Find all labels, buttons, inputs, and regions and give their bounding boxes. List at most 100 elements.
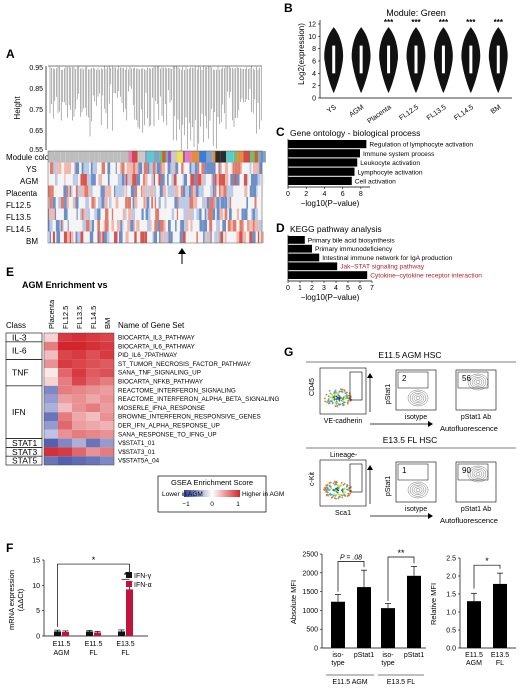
expression-cell [104,197,108,209]
expression-cell [88,185,90,197]
expression-cell [168,220,171,232]
expression-cell [164,174,168,186]
panel-label-e: E [6,265,14,279]
expression-cell [68,197,73,209]
d-term: Intestinal immune network for IgA produc… [322,255,452,262]
expression-cell [189,197,194,209]
expression-cell [150,208,153,220]
gate-event [329,481,332,484]
module-color-cell [160,151,163,163]
gsea-cell [58,333,72,342]
expression-cell [220,185,224,197]
expression-cell [159,231,161,243]
gate-event [333,397,336,399]
gate-event [337,497,340,500]
plot-caption: pStat1 Ab [461,414,491,421]
expression-cell [59,220,61,232]
gsea-cell [100,447,114,457]
panel-label-f: F [6,541,13,555]
expression-cell [215,231,218,243]
contour [411,485,425,496]
gsea-cell [86,350,100,360]
expression-cell [56,208,61,220]
gate-event [326,493,329,496]
gate-ylabel: c-Kit [309,472,316,486]
module-color-cell [117,151,121,163]
expression-cell [89,220,92,232]
e-class-label: IFN [12,407,26,417]
expression-cell [121,174,125,186]
expression-cell [209,220,213,232]
gate-event [346,394,348,396]
g1-group-label: E13.5 FL [387,679,416,686]
gate-event [340,388,342,391]
expression-cell [107,162,111,174]
expression-cell [69,174,73,186]
expression-cell [184,220,186,232]
gate-event [344,487,346,490]
expression-cell [241,185,245,197]
expression-cell [237,162,241,174]
arrow-icon [367,373,373,378]
expression-cell [184,174,188,186]
arrow-icon [428,421,433,427]
contour [415,488,421,492]
b-xtick-label: AGM [348,104,365,119]
expression-cell [214,197,217,209]
gate-label: Lineage- [330,452,358,459]
expression-cell [113,174,115,186]
expression-cell [256,197,259,209]
module-color-cell [82,151,88,163]
expression-cell [97,220,101,232]
gate-plot [319,367,367,415]
gsea-cell [58,350,72,360]
violin-box [469,45,473,74]
gate-event [334,405,337,408]
expression-cell [233,231,237,243]
expression-cell [113,208,116,220]
expression-cell [134,231,137,243]
gsea-cell [100,421,114,430]
gsea-cell [100,333,114,342]
expression-cell [188,220,191,232]
expression-cell [109,231,111,243]
expression-cell [134,185,138,197]
expression-cell [80,174,83,186]
e-gene-set: V$STAT1_01 [118,440,155,447]
expression-cell [157,231,160,243]
expression-cell [227,197,230,209]
expression-cell [140,231,145,243]
expression-cell [175,220,177,232]
expression-cell [59,185,64,197]
expression-cell [135,208,140,220]
panel-label-d: D [276,221,285,235]
gsea-cell [86,421,100,430]
expression-cell [158,174,161,186]
d-bar [288,253,320,262]
mrna-bar-chart: 0 5 10 15 E11.5 AGM E11.5 FL E13.5 FL * * IFN-γ IFN-α [32,555,151,657]
expression-cell [140,174,144,186]
expression-cell [258,197,261,209]
expression-cell [143,162,148,174]
expression-cell [114,174,118,186]
gate-event [336,401,339,403]
expression-cell [104,231,107,243]
gate-event [333,392,336,394]
module-color-cell [89,151,95,163]
expression-cell [156,185,160,197]
g1-xtick-label: type [331,660,344,667]
gate-event [341,388,344,391]
e-title: AGM Enrichment vs [22,280,108,290]
expression-cell [168,231,171,243]
a-row-label: FL13.5 [6,213,31,222]
expression-cell [180,185,183,197]
expression-cell [118,231,123,243]
expression-cell [188,197,190,209]
expression-cell [125,197,128,209]
expression-cell [145,208,149,220]
contour [413,394,423,402]
gsea-cell [86,377,100,386]
expression-cell [252,185,257,197]
gsea-cell [58,429,72,439]
contour [475,380,481,384]
